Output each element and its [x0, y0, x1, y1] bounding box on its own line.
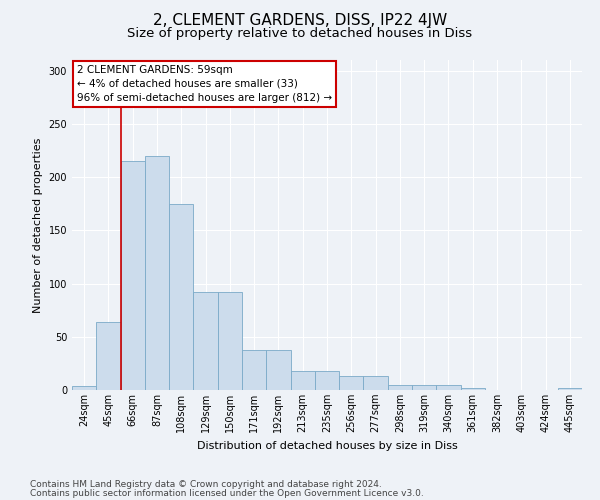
Bar: [96, 322, 121, 390]
Bar: [72, 386, 96, 390]
Text: 2, CLEMENT GARDENS, DISS, IP22 4JW: 2, CLEMENT GARDENS, DISS, IP22 4JW: [153, 12, 447, 28]
Bar: [558, 388, 582, 390]
Text: Size of property relative to detached houses in Diss: Size of property relative to detached ho…: [127, 28, 473, 40]
Text: Contains public sector information licensed under the Open Government Licence v3: Contains public sector information licen…: [30, 488, 424, 498]
Bar: [364, 376, 388, 390]
Bar: [242, 350, 266, 390]
Bar: [436, 384, 461, 390]
Bar: [193, 292, 218, 390]
Bar: [388, 384, 412, 390]
X-axis label: Distribution of detached houses by size in Diss: Distribution of detached houses by size …: [197, 440, 457, 450]
Y-axis label: Number of detached properties: Number of detached properties: [33, 138, 43, 312]
Bar: [461, 388, 485, 390]
Text: Contains HM Land Registry data © Crown copyright and database right 2024.: Contains HM Land Registry data © Crown c…: [30, 480, 382, 489]
Bar: [169, 204, 193, 390]
Bar: [121, 161, 145, 390]
Bar: [412, 384, 436, 390]
Text: 2 CLEMENT GARDENS: 59sqm
← 4% of detached houses are smaller (33)
96% of semi-de: 2 CLEMENT GARDENS: 59sqm ← 4% of detache…: [77, 65, 332, 103]
Bar: [315, 371, 339, 390]
Bar: [290, 371, 315, 390]
Bar: [266, 350, 290, 390]
Bar: [218, 292, 242, 390]
Bar: [339, 376, 364, 390]
Bar: [145, 156, 169, 390]
